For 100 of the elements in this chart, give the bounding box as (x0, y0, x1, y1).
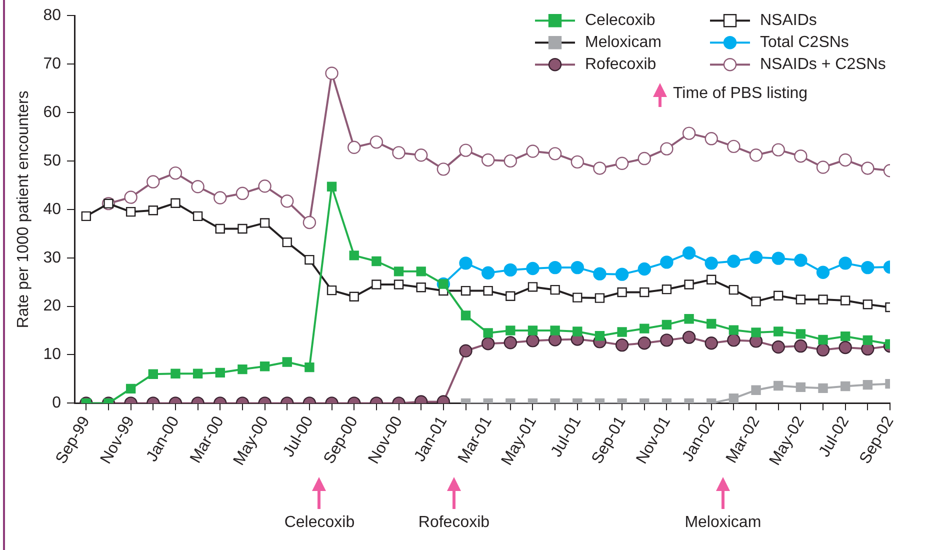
text: Celecoxib (284, 514, 355, 532)
point (838, 153, 852, 167)
point (772, 143, 785, 156)
point (302, 216, 316, 230)
point (840, 381, 850, 392)
point (862, 300, 873, 310)
point (168, 166, 182, 180)
legend-label: NSAIDs (760, 12, 817, 30)
point (214, 191, 227, 204)
point (728, 394, 739, 404)
point (282, 238, 292, 248)
point (192, 368, 203, 378)
point (191, 180, 204, 194)
point (372, 256, 382, 266)
y-tick-label: 10 (43, 346, 62, 364)
point (215, 368, 225, 378)
point (615, 268, 629, 281)
point (282, 357, 292, 367)
point (662, 284, 672, 294)
point (260, 218, 270, 228)
point (481, 266, 495, 280)
point (394, 266, 404, 276)
y-tick-label: 40 (43, 200, 62, 218)
point (570, 260, 584, 274)
point (794, 254, 808, 267)
legend-label: Meloxicam (585, 34, 662, 52)
point (504, 154, 518, 168)
point (548, 147, 562, 160)
point (304, 362, 314, 372)
point (349, 292, 359, 302)
point (414, 148, 428, 162)
point (794, 150, 808, 163)
point (662, 320, 672, 330)
point (394, 280, 404, 290)
point (528, 282, 538, 292)
y-tick-label: 80 (43, 7, 62, 24)
point (326, 285, 337, 296)
point (170, 198, 180, 208)
point (615, 156, 629, 170)
point (617, 287, 627, 298)
point (838, 340, 852, 354)
point (238, 364, 248, 374)
point (615, 338, 629, 352)
point (481, 153, 495, 167)
point (727, 140, 740, 154)
point (550, 284, 560, 295)
legend-label: Total C2SNs (760, 34, 849, 52)
point (370, 135, 384, 149)
point (348, 140, 361, 154)
point (238, 224, 248, 234)
point (640, 287, 650, 298)
point (258, 180, 272, 193)
point (816, 266, 830, 279)
point (506, 291, 516, 301)
text: Meloxicam (684, 514, 762, 532)
annotation: Time of PBS listing (673, 84, 808, 103)
legend-label: Rofecoxib (585, 56, 656, 74)
point (638, 262, 651, 276)
point (126, 384, 136, 394)
point (660, 256, 674, 269)
point (504, 336, 518, 350)
point (215, 224, 225, 234)
point (325, 66, 338, 80)
point (704, 132, 718, 146)
point (704, 336, 718, 350)
point (816, 343, 830, 356)
point (526, 262, 540, 276)
point (124, 190, 138, 204)
point (796, 329, 806, 339)
point (506, 326, 516, 336)
point (751, 328, 761, 338)
point (727, 254, 740, 268)
point (260, 362, 270, 372)
point (170, 368, 180, 378)
point (794, 339, 808, 353)
point (638, 336, 651, 350)
point (706, 318, 716, 329)
point (660, 142, 674, 156)
point (751, 296, 761, 306)
point (594, 293, 605, 303)
point (550, 326, 560, 336)
point (774, 380, 784, 391)
point (840, 331, 850, 342)
point (304, 254, 314, 265)
point (416, 266, 426, 276)
point (416, 282, 426, 292)
y-tick-label: 30 (43, 249, 62, 266)
point (483, 328, 493, 338)
point (816, 160, 830, 174)
point (638, 152, 651, 166)
point (459, 256, 472, 270)
point (682, 126, 696, 140)
point (572, 326, 582, 336)
point (861, 260, 874, 274)
legend-label: NSAIDs + C2SNs (760, 56, 886, 74)
point (862, 380, 873, 390)
point (148, 206, 158, 216)
point (526, 334, 540, 348)
point (772, 252, 785, 265)
point (481, 337, 495, 350)
